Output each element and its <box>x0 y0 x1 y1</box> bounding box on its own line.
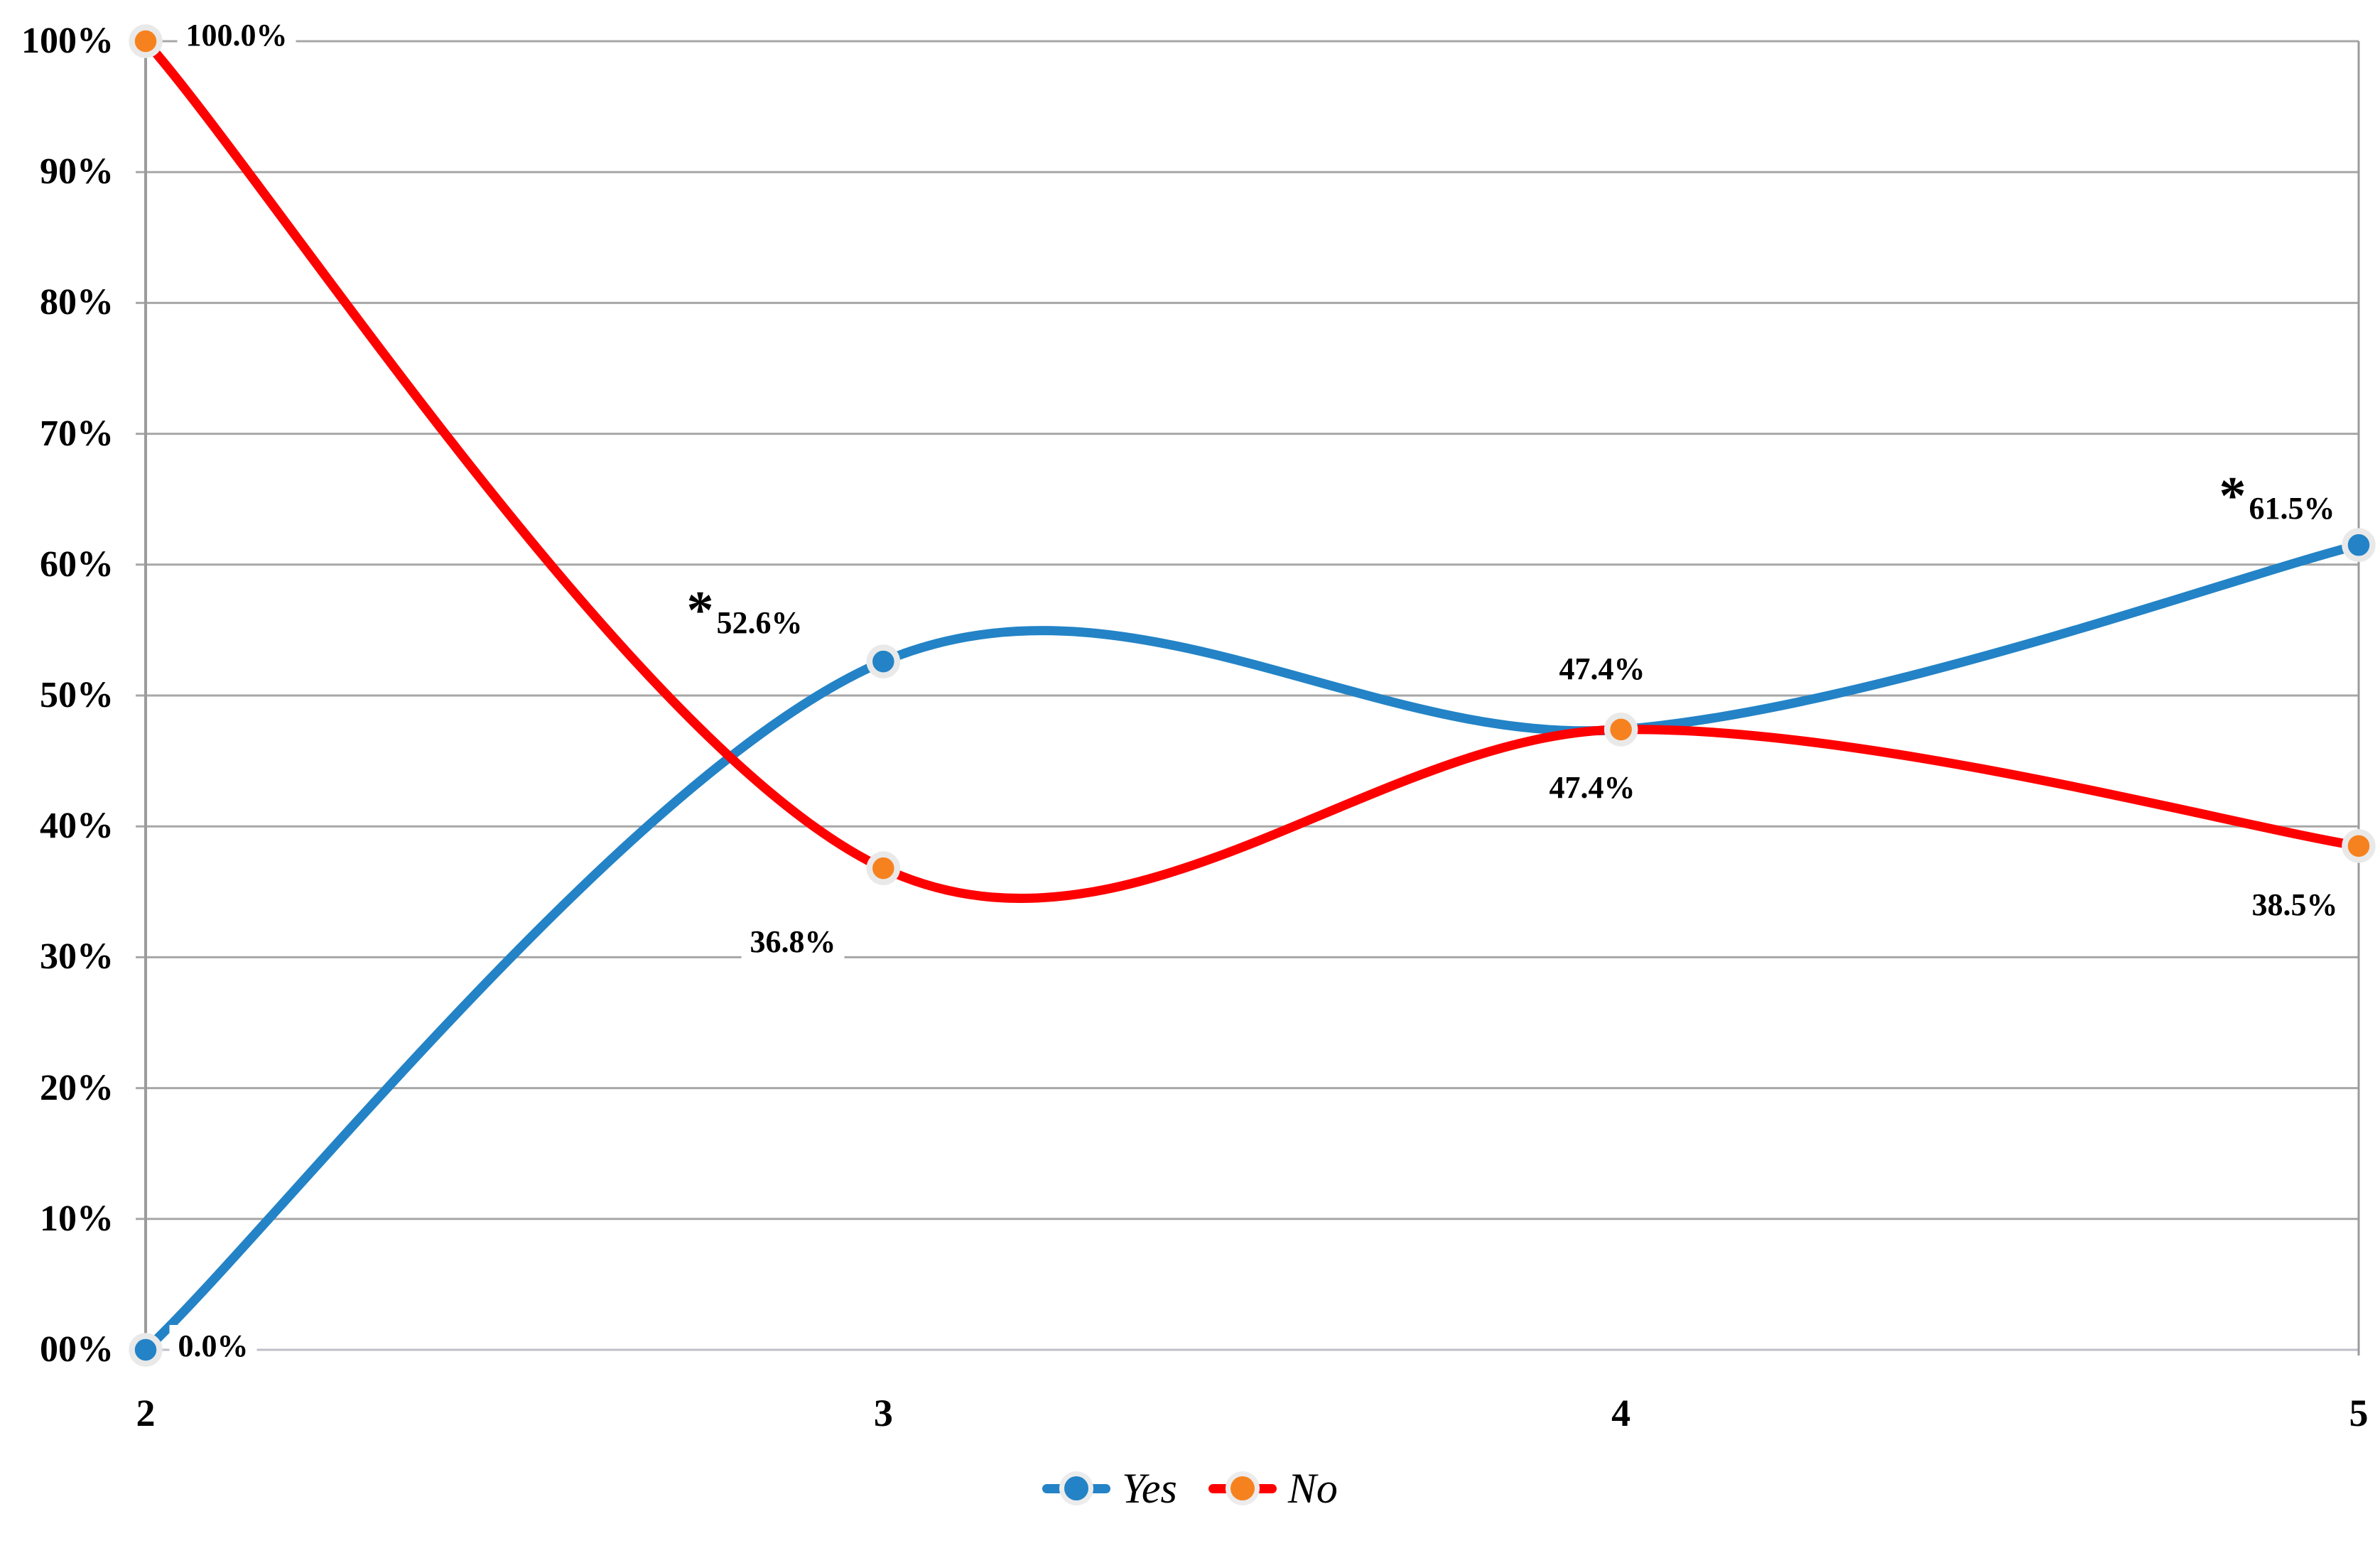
y-tick-label: 100% <box>21 21 114 61</box>
legend-line-no-icon <box>1208 1476 1277 1500</box>
no-marker-x4 <box>1603 713 1638 747</box>
y-tick-label: 40% <box>40 806 114 847</box>
data-label-yes-x4: 47.4% <box>1550 648 1654 691</box>
yes-marker-x3 <box>866 644 901 678</box>
no-curve <box>141 36 2364 903</box>
axes <box>144 41 2360 1360</box>
y-tick-label: 20% <box>40 1067 114 1108</box>
significance-asterisk: * <box>686 580 714 640</box>
series-curves <box>129 24 2376 1367</box>
legend-item-yes: Yes <box>1042 1463 1177 1513</box>
y-tick-label: 70% <box>40 413 114 454</box>
yes-curve <box>141 540 2364 1355</box>
yes-marker-x2 <box>129 1333 163 1367</box>
y-tick-label: 10% <box>40 1198 114 1239</box>
chart-legend: Yes No <box>0 1449 2380 1527</box>
legend-dot-yes-icon <box>1064 1476 1089 1500</box>
y-tick-label: 90% <box>40 151 114 193</box>
data-label-value: 61.5% <box>2249 491 2335 526</box>
legend-label-yes: Yes <box>1122 1465 1177 1512</box>
no-marker-x2 <box>129 24 163 58</box>
x-tick-label: 5 <box>2349 1392 2369 1434</box>
y-tick-label: 30% <box>40 936 114 978</box>
legend-label-no: No <box>1287 1465 1338 1512</box>
x-tick-label: 4 <box>1611 1392 1631 1434</box>
x-tick-label: 3 <box>873 1392 893 1434</box>
data-label-yes-x2: 0.0% <box>169 1325 257 1368</box>
data-label-yes-x5: * 61.5% <box>2210 469 2344 530</box>
significance-asterisk: * <box>2219 466 2246 526</box>
legend-dot-no-icon <box>1230 1476 1255 1500</box>
data-label-no-x5: 38.5% <box>2243 884 2347 926</box>
no-marker-x3 <box>866 851 901 885</box>
gridlines <box>136 40 2359 1351</box>
legend-item-no: No <box>1208 1463 1338 1513</box>
y-tick-label: 60% <box>40 543 114 585</box>
no-marker-x5 <box>2342 829 2376 863</box>
data-label-yes-x3: * 52.6% <box>678 583 811 644</box>
data-label-no-x4: 47.4% <box>1540 767 1644 809</box>
data-label-no-x3: 36.8% <box>741 921 845 963</box>
y-tick-label: 80% <box>40 282 114 323</box>
legend-line-yes-icon <box>1042 1476 1111 1500</box>
x-tick-label: 2 <box>136 1392 156 1434</box>
y-tick-label: 50% <box>40 675 114 715</box>
data-label-no-x2: 100.0% <box>177 14 296 57</box>
y-tick-label: 00% <box>40 1329 114 1370</box>
yes-marker-x5 <box>2342 528 2376 562</box>
data-label-value: 52.6% <box>716 605 803 640</box>
